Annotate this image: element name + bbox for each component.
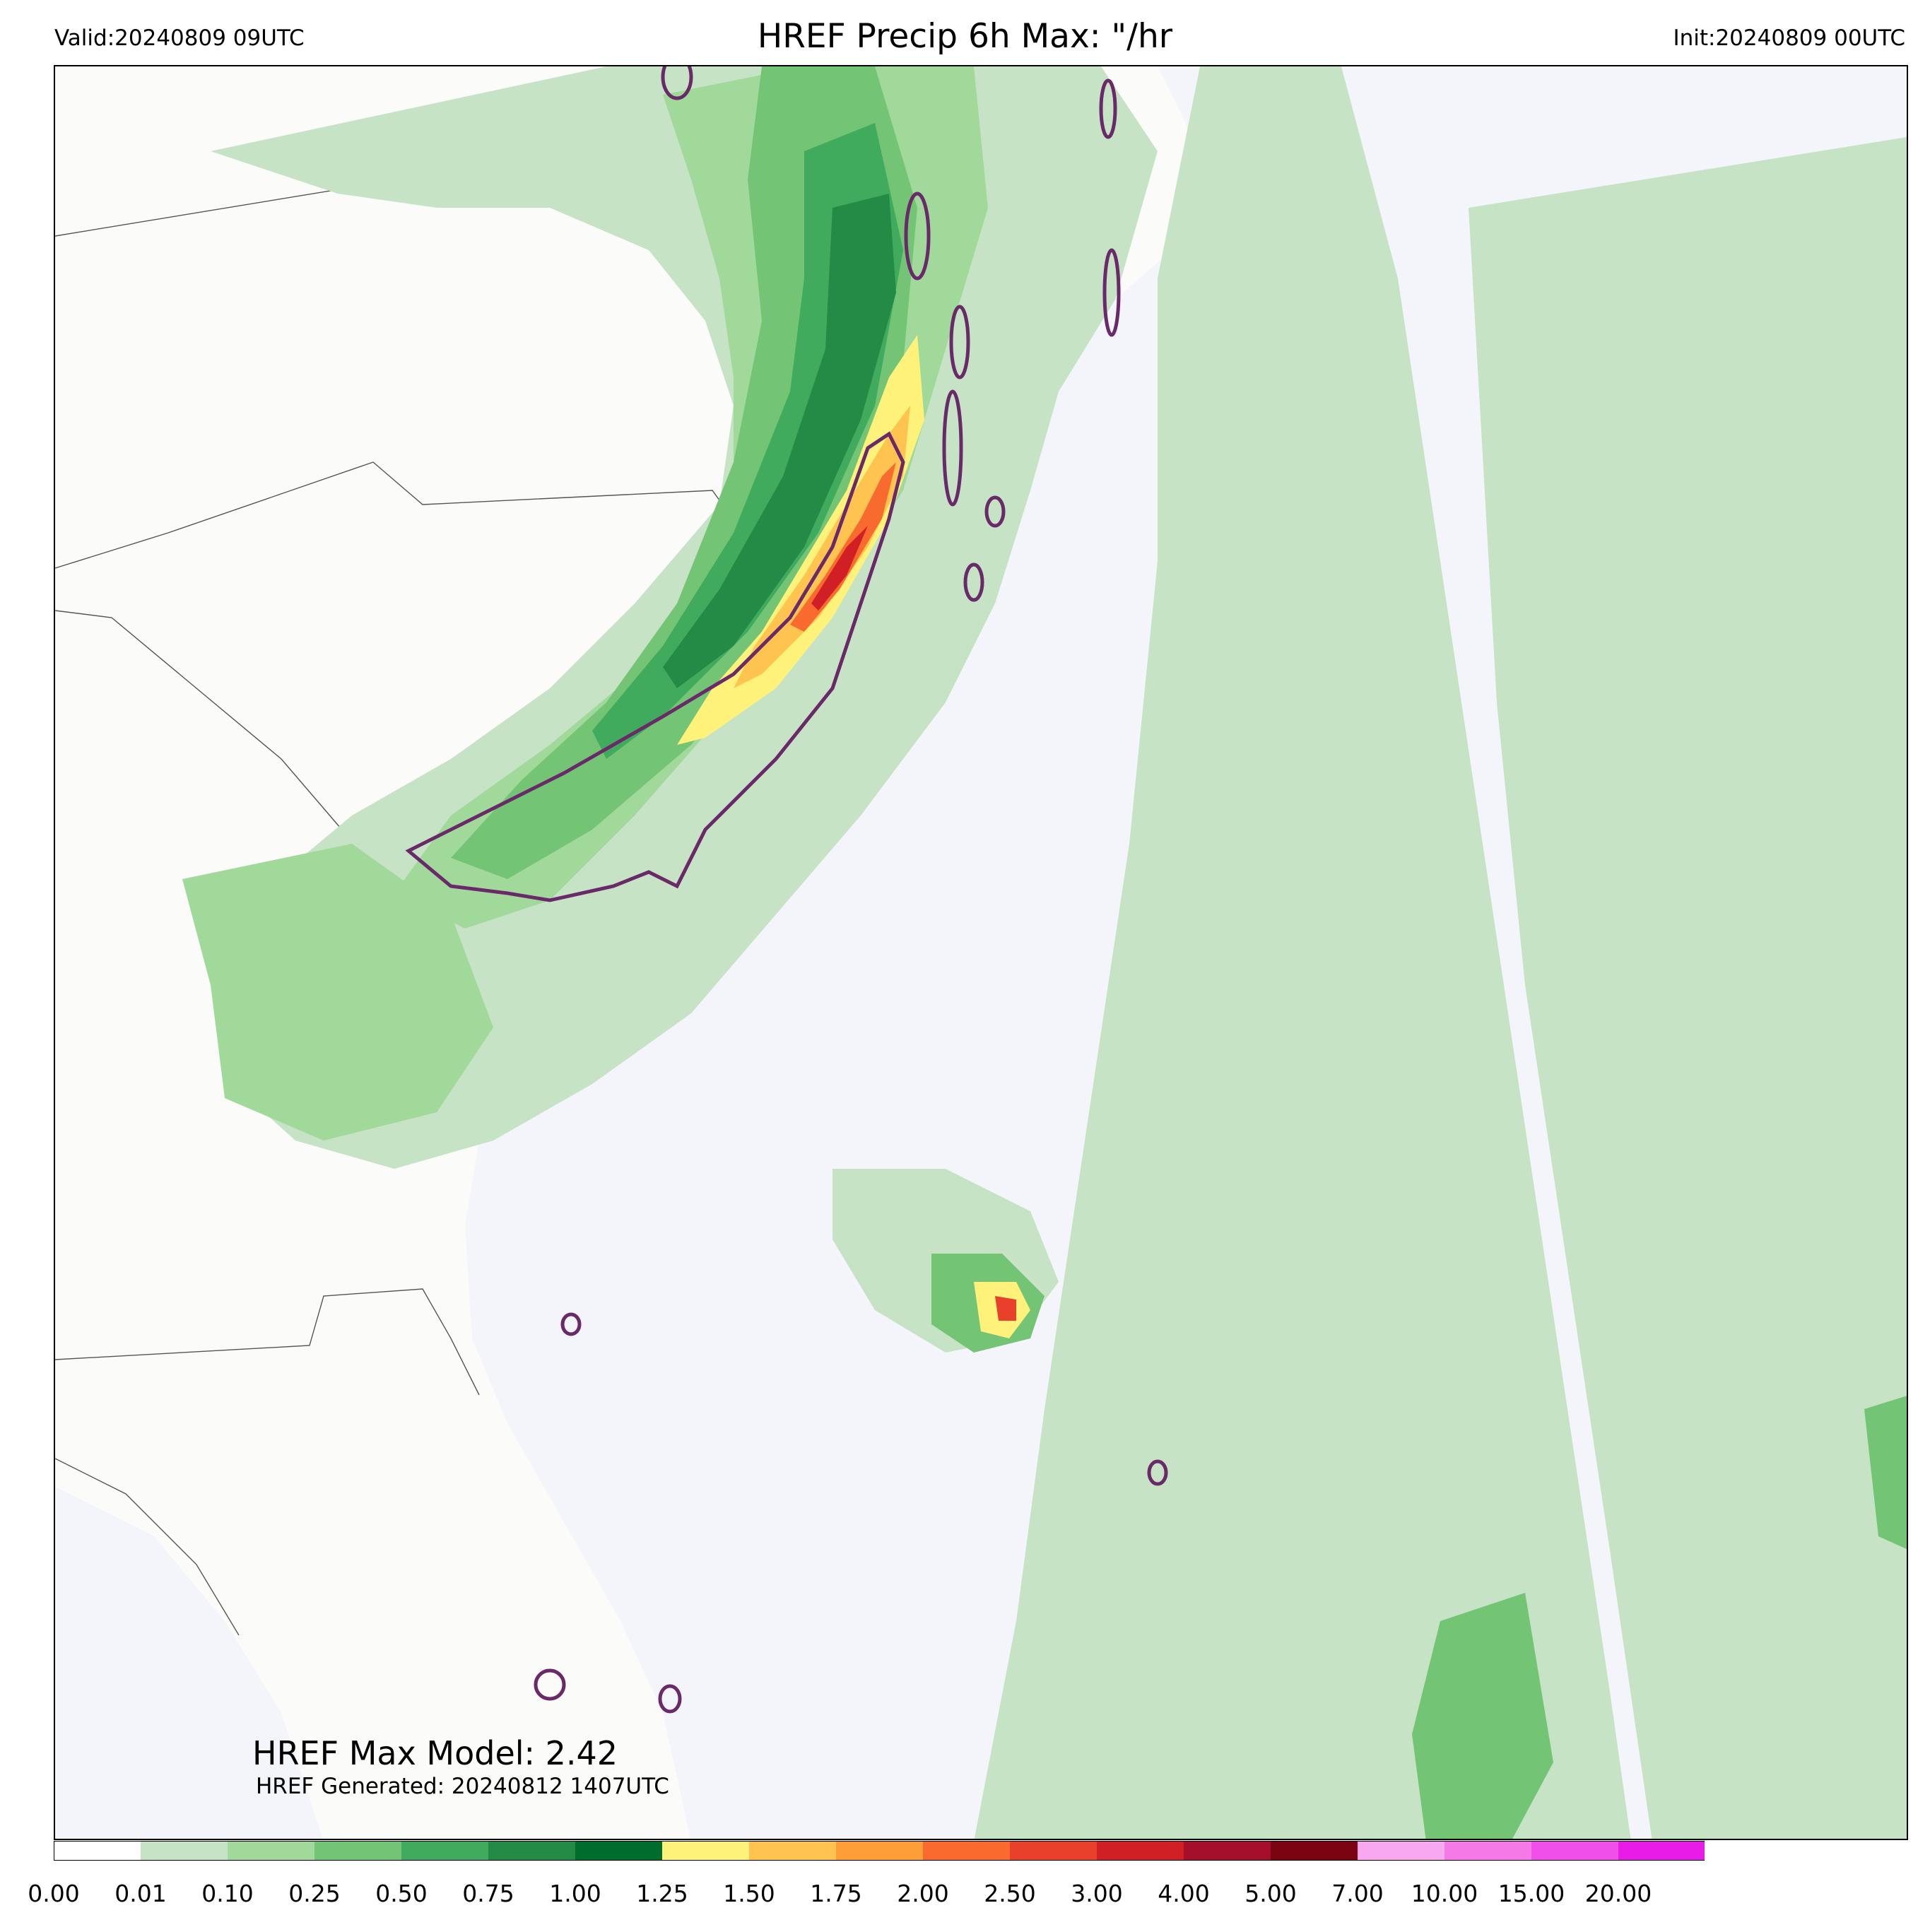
colorbar-segment xyxy=(488,1841,575,1861)
colorbar-segment xyxy=(1618,1841,1705,1861)
init-time-label: Init:20240809 00UTC xyxy=(1673,25,1905,51)
colorbar-segment xyxy=(749,1841,836,1861)
map-title: HREF Precip 6h Max: "/hr xyxy=(757,17,1173,56)
colorbar-segment xyxy=(401,1841,488,1861)
colorbar-tick-label: 1.75 xyxy=(810,1880,862,1907)
colorbar-tick-label: 0.10 xyxy=(201,1880,254,1907)
colorbar-tick-label: 20.00 xyxy=(1584,1880,1652,1907)
precip-shading xyxy=(182,66,1907,1839)
colorbar-segment xyxy=(1097,1841,1184,1861)
colorbar-tick-label: 2.50 xyxy=(984,1880,1036,1907)
colorbar-segment xyxy=(575,1841,662,1861)
max-model-label: HREF Max Model: 2.42 xyxy=(252,1734,618,1772)
colorbar-tick-label: 0.01 xyxy=(114,1880,167,1907)
colorbar-tick-label: 3.00 xyxy=(1071,1880,1123,1907)
generated-label: HREF Generated: 20240812 1407UTC xyxy=(256,1774,669,1799)
colorbar-segment xyxy=(1444,1841,1531,1861)
colorbar-segment xyxy=(1271,1841,1358,1861)
valid-time-label: Valid:20240809 09UTC xyxy=(54,25,305,51)
colorbar-tick-label: 1.00 xyxy=(549,1880,601,1907)
colorbar-segment xyxy=(1531,1841,1618,1861)
colorbar-tick-label: 1.50 xyxy=(723,1880,775,1907)
colorbar-segment xyxy=(1010,1841,1097,1861)
colorbar-tick-label: 0.75 xyxy=(462,1880,514,1907)
colorbar-segment xyxy=(228,1841,314,1861)
colorbar xyxy=(54,1841,1705,1861)
colorbar-segment xyxy=(54,1841,141,1861)
colorbar-tick-label: 5.00 xyxy=(1245,1880,1297,1907)
colorbar-segment xyxy=(314,1841,401,1861)
colorbar-tick-label: 0.50 xyxy=(375,1880,428,1907)
map-canvas xyxy=(55,66,1907,1839)
precip-map: HREF Max Model: 2.42 HREF Generated: 202… xyxy=(54,65,1908,1840)
colorbar-segment xyxy=(836,1841,923,1861)
colorbar-tick-label: 4.00 xyxy=(1158,1880,1210,1907)
probability-contours xyxy=(405,66,1168,1714)
colorbar-tick-label: 7.00 xyxy=(1331,1880,1384,1907)
colorbar-segment xyxy=(141,1841,228,1861)
gulf-water xyxy=(55,1487,323,1839)
colorbar-segment xyxy=(662,1841,749,1861)
colorbar-tick-label: 15.00 xyxy=(1497,1880,1565,1907)
colorbar-tick-label: 0.00 xyxy=(28,1880,80,1907)
colorbar-tick-label: 0.25 xyxy=(288,1880,341,1907)
colorbar-segment xyxy=(1184,1841,1271,1861)
colorbar-segment xyxy=(1358,1841,1444,1861)
colorbar-segment xyxy=(923,1841,1010,1861)
colorbar-tick-label: 2.00 xyxy=(897,1880,949,1907)
colorbar-tick-label: 10.00 xyxy=(1411,1880,1478,1907)
colorbar-tick-label: 1.25 xyxy=(636,1880,688,1907)
